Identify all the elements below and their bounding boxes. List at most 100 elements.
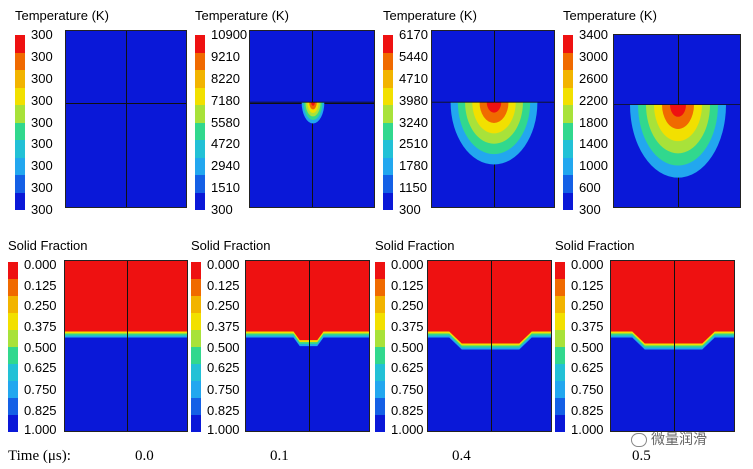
colorbar-swatch (563, 157, 573, 175)
sf-plot (64, 260, 188, 432)
colorbar-swatch (383, 140, 393, 158)
tick: 300 (31, 114, 53, 130)
time-value: 0.0 (135, 448, 154, 464)
temp-ticks: 6170 5440 4710 3980 3240 2510 1780 1150 … (399, 28, 459, 217)
tick: 300 (399, 202, 421, 217)
melt-pool (250, 101, 374, 124)
temp-ticks: 300 300 300 300 300 300 300 300 300 (31, 28, 91, 217)
time-value: 0.1 (270, 448, 289, 464)
tick: 300 (31, 136, 53, 152)
solid-fraction-band (65, 261, 187, 332)
sf-colorbar (191, 262, 201, 432)
colorbar-swatch (555, 330, 565, 347)
colorbar-swatch (375, 279, 385, 296)
sf-plot (245, 260, 370, 432)
tick: 1150 (399, 180, 427, 196)
colorbar-swatch (191, 364, 201, 381)
sf-ticks: 0.000 0.125 0.250 0.375 0.500 0.625 0.75… (391, 258, 451, 437)
temp-title: Temperature (K) (15, 8, 109, 23)
colorbar-swatch (563, 140, 573, 158)
tick: 10900 (211, 27, 248, 42)
temp-title: Temperature (K) (195, 8, 289, 23)
tick: 0.000 (207, 257, 240, 273)
tick: 0.000 (391, 257, 424, 273)
temp-plot (431, 30, 555, 208)
sf-colorbar (375, 262, 385, 432)
tick: 300 (211, 202, 233, 217)
sf-ticks: 0.000 0.125 0.250 0.375 0.500 0.625 0.75… (24, 258, 84, 437)
colorbar-swatch (555, 364, 565, 381)
tick: 0.125 (207, 277, 240, 293)
colorbar-swatch (375, 262, 385, 279)
temp-panel-3: Temperature (K) 3400 3000 2600 2200 1800… (563, 8, 753, 217)
colorbar-swatch (191, 398, 201, 415)
colorbar-swatch (15, 157, 25, 175)
colorbar-swatch (555, 347, 565, 364)
tick: 0.500 (391, 339, 424, 355)
colorbar-swatch (375, 347, 385, 364)
tick: 6170 (399, 27, 428, 42)
tick: 2510 (399, 136, 428, 152)
colorbar-swatch (195, 175, 205, 193)
colorbar-swatch (15, 140, 25, 158)
colorbar-swatch (8, 313, 18, 330)
colorbar-swatch (555, 279, 565, 296)
tick: 1000 (579, 158, 608, 174)
sf-title: Solid Fraction (8, 238, 88, 253)
tick: 1400 (579, 136, 608, 152)
melt-pool (614, 104, 740, 178)
tick: 3980 (399, 92, 428, 108)
colorbar-swatch (15, 122, 25, 140)
temp-ticks: 3400 3000 2600 2200 1800 1400 1000 600 3… (579, 28, 639, 217)
colorbar-swatch (555, 262, 565, 279)
temp-ticks: 10900 9210 8220 7180 5580 4720 2940 1510… (211, 28, 271, 217)
melt-pool-contour (311, 102, 315, 106)
tick: 2600 (579, 70, 608, 86)
colorbar-swatch (191, 262, 201, 279)
tick: 300 (31, 202, 53, 217)
colorbar-swatch (383, 122, 393, 140)
colorbar-swatch (563, 87, 573, 105)
sf-title: Solid Fraction (375, 238, 455, 253)
tick: 0.125 (24, 277, 57, 293)
tick: 2200 (579, 92, 608, 108)
tick: 300 (31, 92, 53, 108)
tick: 1800 (579, 114, 608, 130)
tick: 0.625 (571, 360, 604, 376)
temp-panel-2: Temperature (K) 6170 5440 4710 3980 3240… (383, 8, 555, 217)
colorbar-swatch (375, 296, 385, 313)
colorbar-swatch (195, 52, 205, 70)
temp-colorbar (15, 35, 25, 210)
colorbar-swatch (195, 192, 205, 210)
sf-ticks: 0.000 0.125 0.250 0.375 0.500 0.625 0.75… (207, 258, 267, 437)
solid-fraction-field (428, 261, 551, 350)
tick: 0.000 (571, 257, 604, 273)
tick: 8220 (211, 70, 240, 86)
colorbar-swatch (563, 70, 573, 88)
colorbar-swatch (191, 381, 201, 398)
temp-plot (613, 34, 741, 208)
tick: 0.750 (207, 381, 240, 397)
colorbar-swatch (563, 52, 573, 70)
tick: 4710 (399, 70, 428, 86)
colorbar-swatch (563, 175, 573, 193)
melt-pool (66, 31, 187, 208)
colorbar-swatch (383, 52, 393, 70)
tick: 0.625 (391, 360, 424, 376)
tick: 0.750 (571, 381, 604, 397)
colorbar-swatch (383, 87, 393, 105)
colorbar-swatch (195, 157, 205, 175)
tick: 600 (579, 180, 601, 196)
temp-colorbar (195, 35, 205, 210)
time-value: 0.5 (632, 448, 651, 464)
tick: 5440 (399, 48, 428, 64)
colorbar-swatch (195, 87, 205, 105)
tick: 0.500 (24, 339, 57, 355)
tick: 9210 (211, 48, 240, 64)
colorbar-swatch (15, 105, 25, 123)
colorbar-swatch (15, 35, 25, 53)
colorbar-swatch (8, 296, 18, 313)
colorbar-swatch (8, 364, 18, 381)
temp-plot (65, 30, 187, 208)
sf-colorbar (8, 262, 18, 432)
